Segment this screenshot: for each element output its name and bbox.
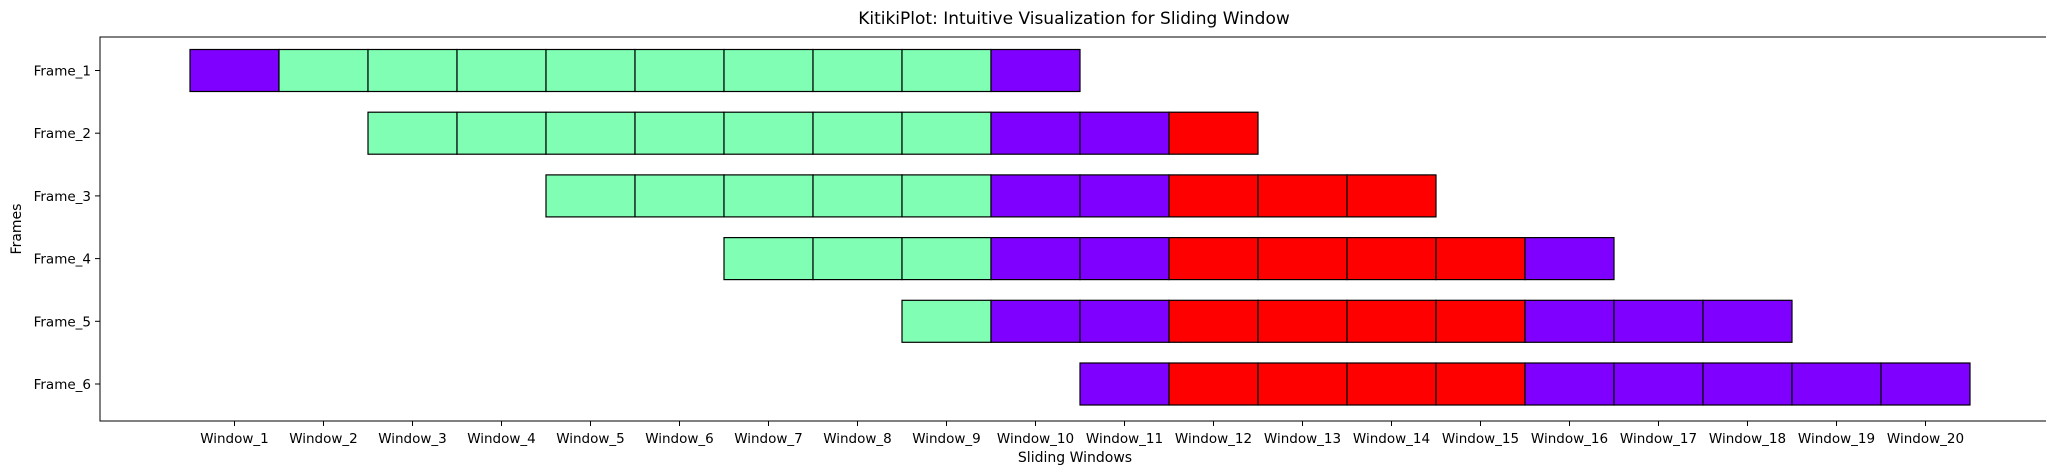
x-tick-label: Window_13 bbox=[1264, 431, 1341, 447]
cell-frame_2-window_4 bbox=[456, 111, 547, 155]
cell-frame_2-window_8 bbox=[812, 111, 903, 155]
y-tick-label: Frame_6 bbox=[34, 377, 91, 393]
cell-frame_6-window_17 bbox=[1613, 362, 1704, 406]
cell-frame_6-window_20 bbox=[1880, 362, 1971, 406]
x-axis-label: Sliding Windows bbox=[1018, 450, 1132, 466]
x-tick-label: Window_14 bbox=[1353, 431, 1430, 447]
y-axis: Frame_1 Frame_2 Frame_3 Frame_4 Frame_5 Frame… bbox=[34, 64, 100, 393]
cell-frame_6-window_19 bbox=[1791, 362, 1882, 406]
x-tick-label: Window_9 bbox=[912, 431, 981, 447]
cell-frame_2-window_11 bbox=[1079, 111, 1170, 155]
x-tick-label: Window_19 bbox=[1798, 431, 1875, 447]
cell-frame_2-window_12 bbox=[1168, 111, 1259, 155]
x-tick-label: Window_3 bbox=[378, 431, 447, 447]
plot-area bbox=[99, 36, 2046, 422]
cell-frame_6-window_16 bbox=[1524, 362, 1615, 406]
cell-frame_1-window_9 bbox=[901, 48, 992, 93]
cell-frame_4-window_11 bbox=[1079, 237, 1170, 281]
cell-frame_1-window_10 bbox=[990, 48, 1081, 93]
cell-frame_5-window_13 bbox=[1257, 299, 1348, 343]
cell-frame_2-window_5 bbox=[545, 111, 636, 155]
cell-frame_1-window_2 bbox=[278, 48, 369, 93]
x-tick-label: Window_8 bbox=[823, 431, 892, 447]
cell-frame_2-window_10 bbox=[990, 111, 1081, 155]
cell-frame_4-window_9 bbox=[901, 237, 992, 281]
chart-title: KitikiPlot: Intuitive Visualization for … bbox=[858, 9, 1290, 29]
x-tick-label: Window_10 bbox=[997, 431, 1074, 447]
cell-frame_2-window_3 bbox=[367, 111, 458, 155]
x-axis: Window_1 Window_2 Window_3 Window_4 Window_5… bbox=[200, 421, 1964, 447]
x-tick-label: Window_7 bbox=[734, 431, 803, 447]
cell-frame_6-window_11 bbox=[1079, 362, 1170, 406]
cell-frame_1-window_6 bbox=[634, 48, 725, 93]
y-tick-label: Frame_1 bbox=[34, 64, 91, 80]
cell-frame_3-window_12 bbox=[1168, 174, 1259, 218]
cell-frame_4-window_13 bbox=[1257, 237, 1348, 281]
cell-frame_5-window_15 bbox=[1435, 299, 1526, 343]
x-tick-label: Window_20 bbox=[1887, 431, 1964, 447]
cell-frame_6-window_13 bbox=[1257, 362, 1348, 406]
cell-frame_3-window_14 bbox=[1346, 174, 1437, 218]
cell-frame_4-window_16 bbox=[1524, 237, 1615, 281]
cell-frame_5-window_16 bbox=[1524, 299, 1615, 343]
cell-frame_6-window_18 bbox=[1702, 362, 1793, 406]
cell-frame_5-window_12 bbox=[1168, 299, 1259, 343]
cell-frame_6-window_14 bbox=[1346, 362, 1437, 406]
cell-frame_3-window_7 bbox=[723, 174, 814, 218]
x-tick-label: Window_11 bbox=[1086, 431, 1163, 447]
cell-frame_3-window_9 bbox=[901, 174, 992, 218]
cell-frame_3-window_5 bbox=[545, 174, 636, 218]
x-tick-label: Window_5 bbox=[556, 431, 625, 447]
cell-frame_3-window_8 bbox=[812, 174, 903, 218]
cell-frame_2-window_7 bbox=[723, 111, 814, 155]
x-tick-label: Window_12 bbox=[1175, 431, 1252, 447]
y-tick-label: Frame_3 bbox=[34, 189, 91, 205]
cell-frame_5-window_17 bbox=[1613, 299, 1704, 343]
y-tick-label: Frame_5 bbox=[34, 314, 91, 330]
cell-frame_5-window_11 bbox=[1079, 299, 1170, 343]
cell-frame_1-window_7 bbox=[723, 48, 814, 93]
cell-frame_4-window_12 bbox=[1168, 237, 1259, 281]
cell-frame_3-window_6 bbox=[634, 174, 725, 218]
cell-frame_1-window_1 bbox=[189, 48, 280, 93]
y-tick-label: Frame_4 bbox=[34, 252, 91, 268]
cell-frame_1-window_3 bbox=[367, 48, 458, 93]
cell-frame_6-window_15 bbox=[1435, 362, 1526, 406]
y-tick-label: Frame_2 bbox=[34, 126, 91, 142]
cell-frame_1-window_8 bbox=[812, 48, 903, 93]
cell-frame_3-window_13 bbox=[1257, 174, 1348, 218]
cell-frame_2-window_9 bbox=[901, 111, 992, 155]
cell-frame_4-window_8 bbox=[812, 237, 903, 281]
x-tick-label: Window_15 bbox=[1442, 431, 1519, 447]
cell-frame_2-window_6 bbox=[634, 111, 725, 155]
x-tick-label: Window_16 bbox=[1531, 431, 1608, 447]
x-tick-label: Window_1 bbox=[200, 431, 269, 447]
cell-frame_5-window_18 bbox=[1702, 299, 1793, 343]
x-tick-label: Window_6 bbox=[645, 431, 714, 447]
cell-frame_5-window_14 bbox=[1346, 299, 1437, 343]
cell-frame_3-window_10 bbox=[990, 174, 1081, 218]
cell-frame_4-window_7 bbox=[723, 237, 814, 281]
x-tick-label: Window_17 bbox=[1620, 431, 1697, 447]
cell-frame_6-window_12 bbox=[1168, 362, 1259, 406]
cell-frame_4-window_15 bbox=[1435, 237, 1526, 281]
x-tick-label: Window_2 bbox=[289, 431, 358, 447]
cell-frame_4-window_14 bbox=[1346, 237, 1437, 281]
x-tick-label: Window_18 bbox=[1709, 431, 1786, 447]
cell-frame_1-window_4 bbox=[456, 48, 547, 93]
cell-frame_5-window_10 bbox=[990, 299, 1081, 343]
cells-layer bbox=[189, 48, 1971, 406]
cell-frame_1-window_5 bbox=[545, 48, 636, 93]
cell-frame_4-window_10 bbox=[990, 237, 1081, 281]
cell-frame_5-window_9 bbox=[901, 299, 992, 343]
cell-frame_3-window_11 bbox=[1079, 174, 1170, 218]
x-tick-label: Window_4 bbox=[467, 431, 536, 447]
y-axis-label: Frames bbox=[9, 204, 25, 255]
